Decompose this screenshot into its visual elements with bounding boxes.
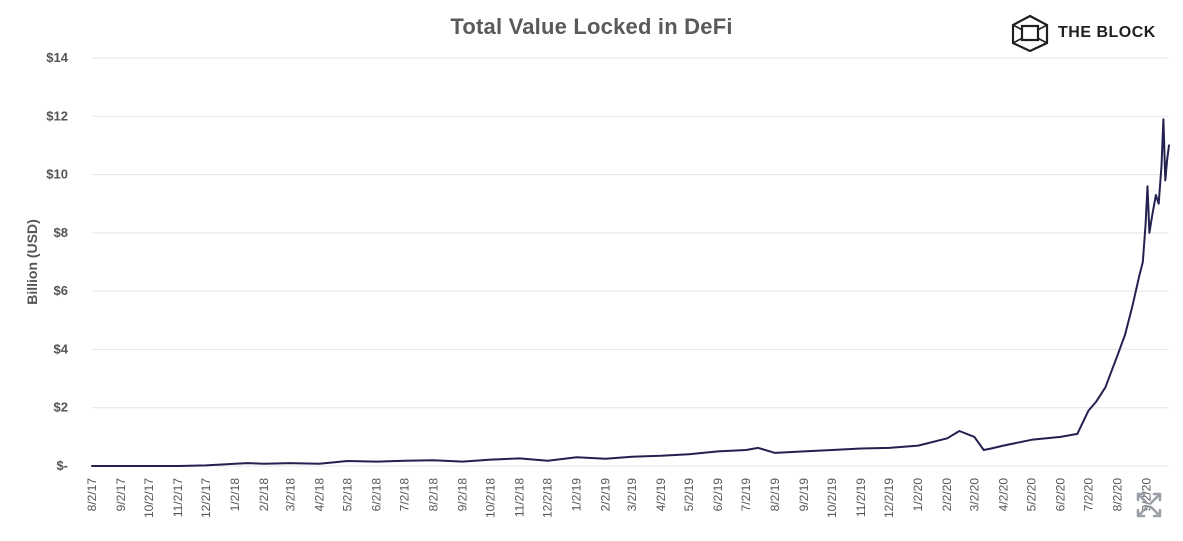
x-tick-label: 11/2/18: [513, 478, 527, 517]
x-tick-label: 2/2/18: [257, 478, 271, 512]
brand-logo: THE BLOCK: [1010, 14, 1156, 52]
y-tick-label: $10: [46, 167, 68, 182]
x-tick-label: 4/2/19: [654, 478, 668, 512]
x-tick-label: 1/2/18: [228, 478, 242, 512]
chart-title: Total Value Locked in DeFi: [450, 14, 733, 39]
series-group: [91, 118, 1170, 467]
x-tick-label: 3/2/20: [967, 478, 981, 512]
x-tick-labels: 8/2/17 9/2/17 10/2/17 11/2/17 12/2/17 1/2/18 2…: [85, 478, 1154, 518]
x-tick-label: 11/2/17: [171, 478, 185, 517]
x-tick-label: 9/2/19: [797, 478, 811, 512]
grid-lines: [92, 57, 1169, 467]
x-tick-label: 9/2/17: [114, 478, 128, 512]
x-tick-label: 10/2/19: [825, 478, 839, 518]
x-tick-label: 1/2/20: [911, 478, 925, 512]
x-tick-label: 3/2/18: [283, 478, 297, 512]
x-tick-label: 7/2/19: [739, 478, 753, 512]
x-tick-label: 8/2/18: [427, 478, 441, 512]
x-tick-label: 10/2/17: [142, 478, 156, 518]
x-tick-label: 3/2/19: [625, 478, 639, 512]
x-tick-label: 12/2/19: [882, 478, 896, 518]
y-tick-label: $4: [54, 341, 69, 356]
x-tick-label: 12/2/17: [199, 478, 213, 518]
x-tick-label: 8/2/17: [85, 478, 99, 512]
x-tick-label: 4/2/18: [312, 478, 326, 512]
series-line: [91, 118, 1170, 467]
x-tick-label: 2/2/20: [940, 478, 954, 512]
x-tick-label: 5/2/18: [340, 478, 354, 512]
x-tick-label: 6/2/19: [711, 478, 725, 512]
y-tick-label: $6: [54, 283, 68, 298]
x-tick-label: 2/2/19: [599, 478, 613, 512]
x-tick-label: 10/2/18: [484, 478, 498, 518]
x-tick-label: 8/2/19: [768, 478, 782, 512]
y-tick-labels: $- $2 $4 $6 $8 $10 $12 $14: [46, 50, 68, 473]
y-tick-label: $12: [46, 108, 68, 123]
x-tick-label: 8/2/20: [1111, 478, 1125, 512]
x-tick-label: 5/2/19: [682, 478, 696, 512]
x-tick-label: 11/2/19: [854, 478, 868, 517]
cube-logo-icon: [1011, 14, 1049, 52]
x-tick-label: 4/2/20: [996, 478, 1010, 512]
x-tick-label: 5/2/20: [1024, 478, 1038, 512]
expand-icon[interactable]: [1136, 492, 1162, 518]
y-tick-label: $8: [54, 225, 68, 240]
y-tick-label: $14: [46, 50, 68, 65]
x-tick-label: 1/2/19: [570, 478, 584, 512]
x-tick-label: 7/2/18: [398, 478, 412, 512]
x-tick-label: 9/2/18: [456, 478, 470, 512]
x-tick-label: 12/2/18: [541, 478, 555, 518]
brand-name: THE BLOCK: [1058, 24, 1156, 41]
x-tick-label: 7/2/20: [1082, 478, 1096, 512]
y-tick-label: $-: [56, 458, 68, 473]
x-tick-label: 6/2/18: [369, 478, 383, 512]
y-tick-label: $2: [54, 400, 68, 415]
x-tick-label: 6/2/20: [1053, 478, 1067, 512]
